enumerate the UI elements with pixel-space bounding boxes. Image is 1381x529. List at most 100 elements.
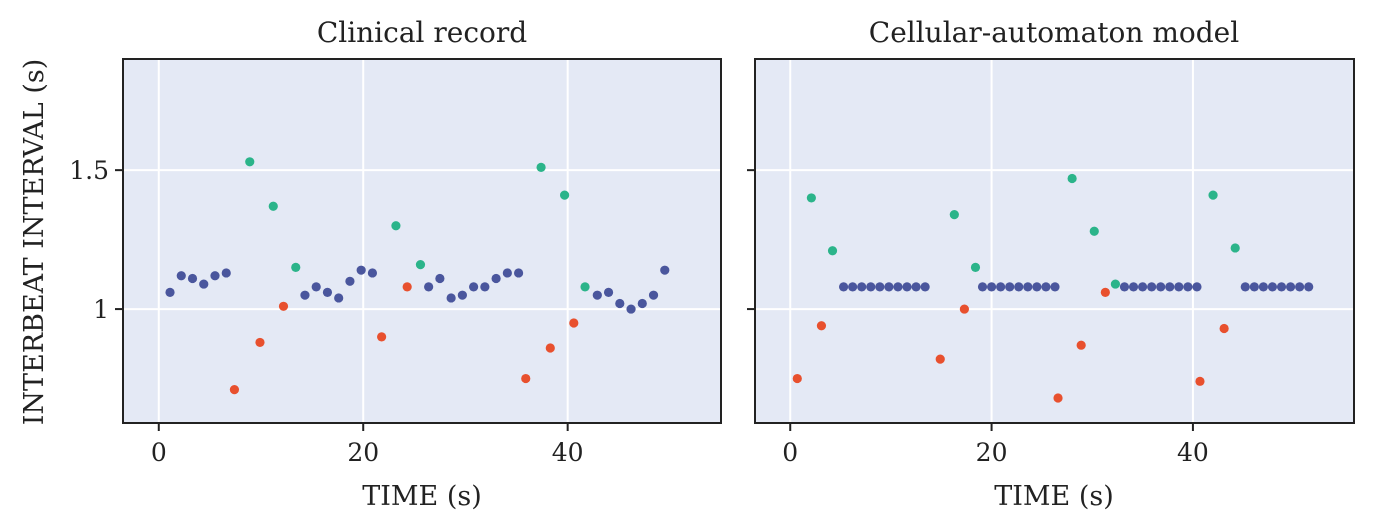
point-clinical-compensatory-2 [291,262,301,272]
point-model-normal-5 [884,282,894,292]
point-clinical-normal-16 [457,290,467,300]
point-clinical-normal-7 [311,282,321,292]
point-model-normal-16 [1032,282,1042,292]
point-model-premature-0 [792,373,802,384]
point-clinical-normal-21 [514,268,524,278]
point-clinical-normal-9 [334,293,344,303]
point-model-premature-6 [1100,287,1110,298]
point-model-normal-3 [866,282,876,292]
x-tick-label-model-0: 0 [782,438,798,467]
ticks-clinical: 0 20 40 1 1.5 [69,156,583,467]
x-tick-label-model-40: 40 [1177,438,1209,467]
point-model-normal-28 [1240,282,1250,292]
ticks-model: 0 20 40 [747,169,1209,467]
point-model-normal-20 [1128,282,1139,292]
point-clinical-normal-17 [469,282,479,292]
point-clinical-premature-7 [569,318,579,328]
x-tick-label-clinical-20: 20 [347,438,379,467]
y-axis-label: INTERBEAT INTERVAL (s) [19,59,50,425]
point-clinical-premature-1 [255,337,265,348]
point-model-compensatory-7 [1208,190,1218,200]
point-model-normal-19 [1119,282,1130,292]
point-model-normal-18 [1050,282,1060,292]
point-model-normal-27 [1192,282,1202,292]
point-model-normal-9 [920,282,930,292]
point-model-normal-15 [1023,282,1033,292]
point-model-normal-8 [911,282,921,292]
chart-title-model: Cellular-automaton model [869,16,1239,49]
gridlines-clinical [123,59,721,423]
y-tick-label-clinical-1.5: 1.5 [69,156,109,185]
point-model-normal-10 [977,282,988,292]
point-clinical-normal-5 [221,268,231,278]
point-model-compensatory-2 [949,210,959,220]
point-model-premature-5 [1076,340,1086,350]
point-clinical-normal-18 [480,282,490,292]
point-clinical-normal-22 [592,290,602,300]
point-model-normal-17 [1041,282,1051,292]
x-tick-label-clinical-40: 40 [552,438,584,467]
point-clinical-normal-8 [322,287,333,298]
x-tick-label-clinical-0: 0 [151,438,167,467]
x-axis-label-model: TIME (s) [994,481,1114,512]
point-clinical-premature-2 [278,301,289,311]
point-clinical-premature-5 [521,373,531,384]
point-clinical-normal-25 [626,304,636,314]
plot-area-clinical [123,59,721,423]
point-clinical-normal-11 [356,265,366,275]
point-model-compensatory-3 [970,262,981,272]
point-model-normal-26 [1183,282,1193,292]
gridlines-model [755,59,1354,423]
point-model-normal-7 [902,282,912,292]
point-model-compensatory-0 [806,193,816,203]
point-model-premature-2 [935,354,945,364]
point-clinical-premature-6 [545,343,555,353]
point-clinical-normal-27 [648,290,659,300]
plot-frame-model [754,58,1355,424]
point-clinical-compensatory-5 [536,162,546,172]
point-model-normal-35 [1304,282,1314,292]
point-model-normal-2 [857,282,867,292]
plot-frame-clinical [122,58,722,424]
point-clinical-normal-13 [424,282,434,292]
point-clinical-normal-3 [199,279,209,289]
point-model-normal-34 [1295,282,1305,292]
point-clinical-normal-23 [603,287,614,298]
point-model-compensatory-5 [1089,226,1099,236]
point-model-normal-14 [1014,282,1024,292]
point-model-normal-29 [1249,282,1259,292]
point-clinical-normal-19 [491,273,501,284]
point-clinical-normal-12 [367,268,378,278]
point-clinical-compensatory-7 [580,282,590,292]
point-clinical-premature-4 [402,282,412,292]
point-clinical-normal-26 [637,298,647,309]
point-clinical-normal-10 [345,276,355,286]
point-model-normal-33 [1285,282,1296,292]
chart-title-clinical: Clinical record [317,16,527,49]
point-clinical-compensatory-3 [391,221,401,231]
point-clinical-compensatory-0 [245,157,255,167]
point-model-normal-31 [1267,282,1278,292]
point-model-compensatory-6 [1110,279,1121,289]
point-model-premature-1 [816,321,827,331]
point-model-normal-23 [1156,282,1166,292]
panel-cellular-automaton-model: 0 20 40 Cellular-automaton model TIME (s) [747,16,1355,512]
point-clinical-normal-20 [502,268,512,278]
point-model-normal-13 [1005,282,1015,292]
point-model-normal-1 [848,282,858,292]
point-model-premature-8 [1219,323,1229,334]
point-model-normal-6 [893,282,903,292]
point-model-premature-7 [1195,376,1205,386]
point-clinical-normal-1 [176,271,186,281]
point-model-normal-0 [838,282,849,292]
point-clinical-premature-0 [229,385,240,395]
y-tick-label-clinical-1: 1 [93,295,109,324]
point-clinical-normal-15 [446,293,456,303]
x-axis-label-clinical: TIME (s) [362,481,482,512]
point-clinical-normal-24 [615,298,625,309]
panel-clinical-record: 0 20 40 1 1.5 Clinical record TIME (s) [69,16,722,512]
point-model-premature-3 [959,304,969,314]
point-model-normal-12 [996,282,1006,292]
point-model-compensatory-4 [1067,173,1077,184]
